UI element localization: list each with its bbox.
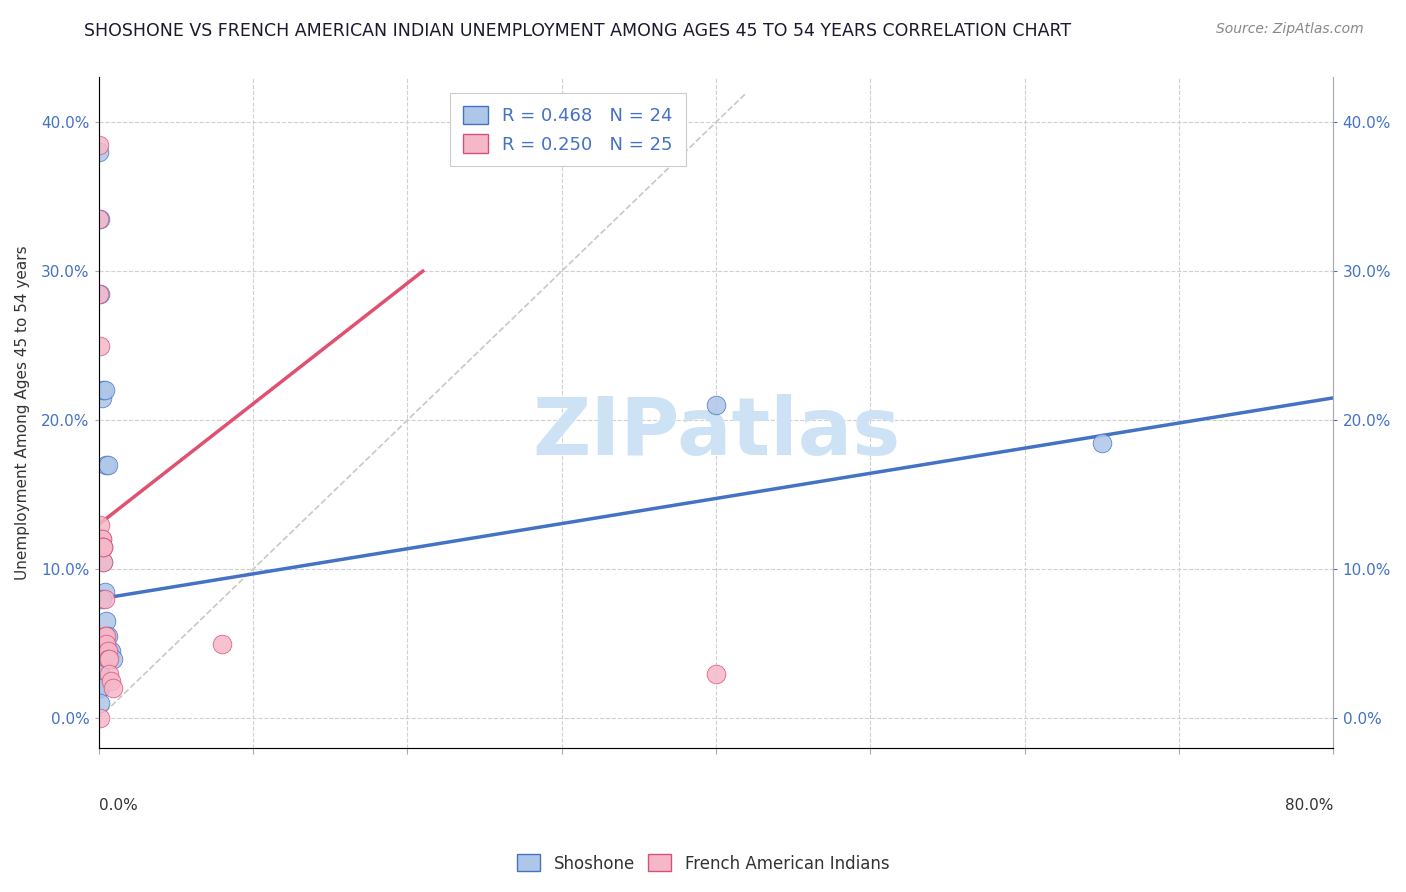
Text: 0.0%: 0.0% (98, 798, 138, 814)
Point (101, 681, 124, 696)
Point (89, 681, 111, 696)
Point (91, 555, 114, 569)
Point (211, 637, 233, 651)
Point (90, 592, 112, 607)
Text: ZIPatlas: ZIPatlas (531, 394, 900, 472)
Point (90, 391, 112, 405)
Point (89, 681, 111, 696)
Point (98, 644, 121, 658)
Point (97, 651, 120, 665)
Point (87, 212, 110, 227)
Point (94, 629, 117, 643)
Point (94, 584, 117, 599)
Point (89, 659, 111, 673)
Point (97, 644, 120, 658)
Point (94, 592, 117, 607)
Point (91, 384, 114, 398)
Point (91, 540, 114, 554)
Point (91, 555, 114, 569)
Point (96, 458, 118, 472)
Point (89, 212, 111, 227)
Point (96, 615, 118, 629)
Point (90, 533, 112, 547)
Point (100, 644, 122, 658)
Point (89, 517, 111, 532)
Text: 80.0%: 80.0% (1285, 798, 1333, 814)
Point (101, 651, 124, 665)
Point (94, 384, 117, 398)
Point (96, 629, 118, 643)
Point (91, 540, 114, 554)
Point (98, 666, 121, 681)
Point (704, 666, 727, 681)
Y-axis label: Unemployment Among Ages 45 to 54 years: Unemployment Among Ages 45 to 54 years (15, 245, 30, 580)
Point (91, 540, 114, 554)
Point (97, 458, 120, 472)
Point (89, 339, 111, 353)
Text: Source: ZipAtlas.com: Source: ZipAtlas.com (1216, 22, 1364, 37)
Point (90, 540, 112, 554)
Legend: Shoshone, French American Indians: Shoshone, French American Indians (510, 847, 896, 880)
Point (89, 286, 111, 301)
Point (89, 666, 111, 681)
Point (87, 286, 110, 301)
Point (1091, 435, 1114, 450)
Point (704, 398, 727, 412)
Point (90, 533, 112, 547)
Point (89, 711, 111, 725)
Text: SHOSHONE VS FRENCH AMERICAN INDIAN UNEMPLOYMENT AMONG AGES 45 TO 54 YEARS CORREL: SHOSHONE VS FRENCH AMERICAN INDIAN UNEMP… (84, 22, 1071, 40)
Point (98, 651, 121, 665)
Legend: R = 0.468   N = 24, R = 0.250   N = 25: R = 0.468 N = 24, R = 0.250 N = 25 (450, 93, 686, 166)
Point (90, 651, 112, 665)
Point (89, 696, 111, 710)
Point (97, 629, 120, 643)
Point (87, 145, 110, 159)
Point (87, 137, 110, 152)
Point (96, 637, 118, 651)
Point (100, 673, 122, 688)
